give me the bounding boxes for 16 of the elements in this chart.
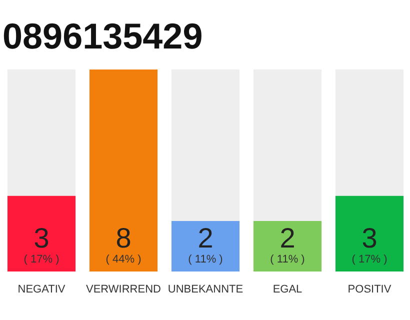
data-label: 2 bbox=[198, 222, 214, 254]
annotation: ( 11% ) bbox=[270, 254, 305, 266]
data-label: 3 bbox=[362, 222, 378, 254]
annotation: ( 17% ) bbox=[352, 254, 388, 266]
x-tick-label: EGAL bbox=[272, 284, 302, 296]
x-tick-label: POSITIV bbox=[348, 284, 392, 296]
annotation: ( 44% ) bbox=[106, 254, 142, 266]
data-label: 3 bbox=[34, 222, 50, 254]
annotation: ( 11% ) bbox=[188, 254, 223, 266]
x-tick-label: UNBEKANNTE bbox=[168, 284, 244, 296]
chart-title: 0896135429 bbox=[2, 16, 203, 56]
data-label: 8 bbox=[116, 222, 132, 254]
x-tick-label: VERWIRREND bbox=[86, 284, 162, 296]
x-tick-label: NEGATIV bbox=[18, 284, 66, 296]
data-label: 2 bbox=[280, 222, 296, 254]
annotation: ( 17% ) bbox=[24, 254, 60, 266]
